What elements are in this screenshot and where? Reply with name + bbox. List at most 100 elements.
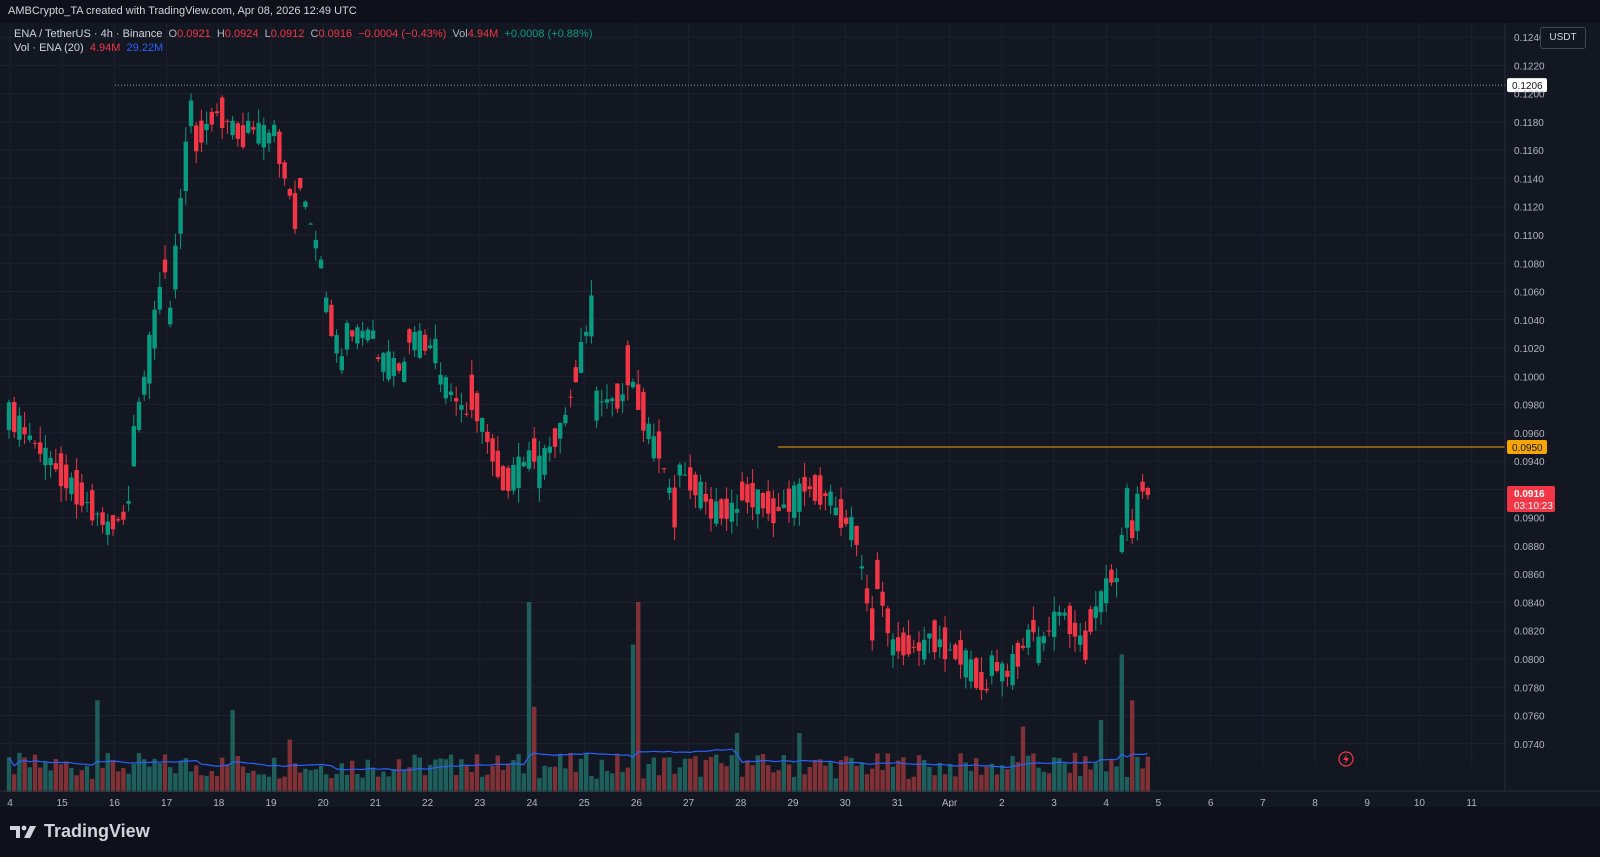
candle-body[interactable] [755,489,760,515]
candle-body[interactable] [932,620,937,653]
candle-body[interactable] [854,525,859,545]
candle-body[interactable] [542,448,547,475]
candle-body[interactable] [864,588,870,604]
candle-body[interactable] [927,633,932,639]
candle-body[interactable] [188,100,194,127]
candle-body[interactable] [287,189,292,196]
candle-body[interactable] [412,331,417,351]
candle-body[interactable] [214,111,220,114]
candle-body[interactable] [495,450,500,477]
candle-body[interactable] [334,334,339,354]
candle-body[interactable] [677,464,682,476]
candle-body[interactable] [615,383,620,409]
candle-body[interactable] [1083,630,1088,660]
candle-body[interactable] [849,517,854,541]
candle-body[interactable] [131,426,136,467]
candle-body[interactable] [1041,636,1046,644]
candle-body[interactable] [246,120,251,133]
candle-body[interactable] [776,506,781,512]
candle-body[interactable] [823,493,828,497]
candle-body[interactable] [1088,609,1093,632]
currency-button[interactable]: USDT [1540,27,1586,49]
symbol-label[interactable]: ENA / TetherUS · 4h · Binance [14,28,163,40]
candle-body[interactable] [329,304,334,336]
candle-body[interactable] [292,193,298,230]
candle-body[interactable] [308,223,313,225]
candle-body[interactable] [126,501,131,504]
candle-body[interactable] [1062,612,1067,616]
candle-body[interactable] [916,642,922,651]
alert-lightning-icon[interactable] [1338,751,1354,767]
candle-body[interactable] [464,413,469,415]
candle-body[interactable] [630,381,636,388]
candle-body[interactable] [313,239,318,249]
candle-body[interactable] [558,422,563,439]
candle-body[interactable] [84,502,90,504]
candle-body[interactable] [1130,520,1135,539]
candle-body[interactable] [121,511,126,520]
candle-body[interactable] [1072,622,1078,637]
candle-body[interactable] [12,402,17,432]
candle-body[interactable] [402,361,407,382]
candle-body[interactable] [391,358,396,376]
candle-body[interactable] [589,295,594,337]
candle-body[interactable] [178,198,183,234]
candle-body[interactable] [235,123,240,139]
candle-body[interactable] [1026,629,1031,648]
candle-body[interactable] [646,423,651,440]
candle-body[interactable] [719,499,724,519]
candle-body[interactable] [79,482,84,506]
candle-body[interactable] [298,177,303,189]
candle-body[interactable] [511,464,516,491]
candle-body[interactable] [1124,488,1130,528]
candle-body[interactable] [303,201,308,207]
candle-body[interactable] [532,438,537,462]
candle-body[interactable] [277,131,282,164]
candle-body[interactable] [147,334,152,384]
candle-body[interactable] [1098,591,1104,613]
candle-body[interactable] [448,391,454,396]
volume-indicator-label[interactable]: Vol · ENA (20) [14,42,84,54]
candle-body[interactable] [604,399,610,403]
candle-body[interactable] [500,466,506,491]
candle-body[interactable] [942,627,948,660]
candle-body[interactable] [74,470,79,505]
candle-body[interactable] [1067,605,1072,634]
candle-body[interactable] [95,513,100,515]
candle-body[interactable] [1104,578,1109,604]
candle-body[interactable] [469,374,474,410]
candle-body[interactable] [573,367,578,383]
candle-body[interactable] [714,501,719,524]
candle-body[interactable] [968,659,974,682]
candle-body[interactable] [521,462,526,467]
candle-body[interactable] [376,357,381,360]
candle-body[interactable] [386,351,391,380]
candle-body[interactable] [844,517,849,524]
tradingview-logo[interactable]: TradingView [10,821,150,842]
candle-body[interactable] [100,512,105,525]
candle-body[interactable] [979,672,984,691]
candle-body[interactable] [396,363,402,371]
candle-body[interactable] [526,450,532,469]
candle-body[interactable] [870,608,875,641]
candle-body[interactable] [797,483,802,512]
candle-body[interactable] [1135,493,1140,531]
candle-body[interactable] [459,405,464,410]
candle-body[interactable] [953,644,958,660]
candle-body[interactable] [708,498,714,519]
candle-body[interactable] [896,637,901,652]
candle-body[interactable] [563,414,568,424]
candle-body[interactable] [116,519,121,521]
candle-body[interactable] [220,97,225,129]
candle-body[interactable] [1000,663,1005,682]
candle-body[interactable] [183,141,188,191]
candle-body[interactable] [911,646,916,648]
candle-body[interactable] [698,481,703,509]
candle-body[interactable] [43,447,48,466]
candle-body[interactable] [875,559,880,590]
candle-body[interactable] [69,477,74,495]
candle-body[interactable] [610,398,615,402]
candle-body[interactable] [17,415,22,440]
price-chart[interactable]: 0.1206 0.0950 0.0740 0.0760 0.0780 0.0800 0.08… [0,23,1600,807]
candle-body[interactable] [64,464,69,489]
